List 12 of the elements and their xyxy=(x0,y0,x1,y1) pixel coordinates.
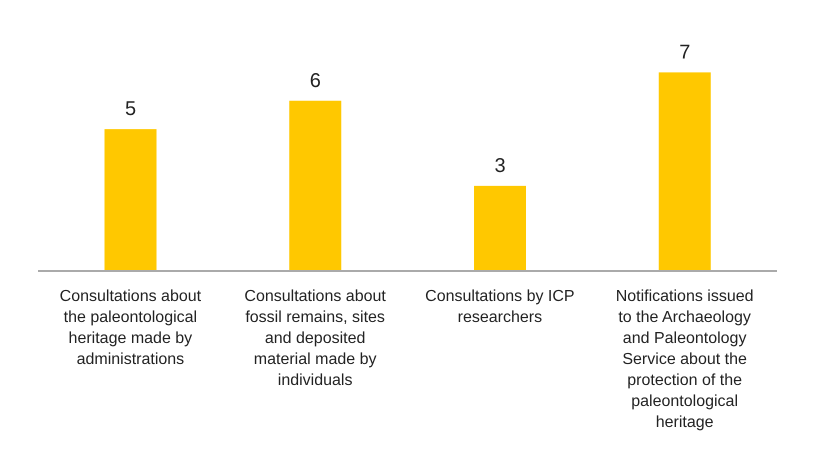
data-label: 3 xyxy=(494,154,506,177)
bar xyxy=(474,186,526,271)
x-tick-label: Consultations by ICP researchers xyxy=(425,288,575,326)
x-tick-label: Consultations about fossil remains, sites and deposited material made by individuals xyxy=(244,288,386,389)
x-tick-label: Notifications issued to the Archaeology and Paleontology Service about the protection of the paleontological heritage xyxy=(616,288,754,431)
data-label: 5 xyxy=(124,98,136,120)
bar xyxy=(104,129,157,271)
data-label: 6 xyxy=(310,70,321,92)
bar xyxy=(658,72,711,271)
data-label: 7 xyxy=(679,41,690,64)
x-tick-label: Consultations about the paleontological heritage made by administrations xyxy=(60,288,202,368)
bar xyxy=(289,100,342,271)
